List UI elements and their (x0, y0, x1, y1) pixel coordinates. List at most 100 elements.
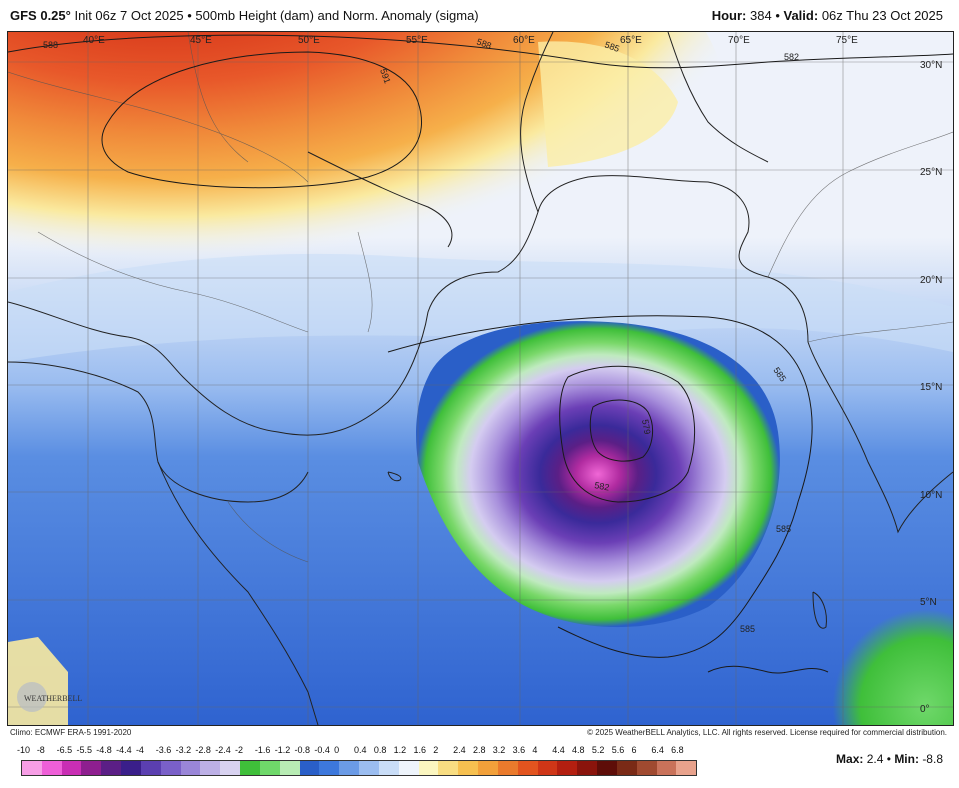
maxmin-separator: • (886, 752, 891, 766)
legend-swatch (438, 761, 459, 775)
contour-label: 582 (594, 480, 611, 492)
longitude-label: 50°E (298, 35, 320, 46)
legend-swatch (22, 761, 42, 775)
hour-value: 384 (749, 8, 772, 23)
legend-swatch (537, 761, 558, 775)
legend-tick-label: 1.6 (413, 745, 426, 755)
legend-swatch (478, 761, 498, 775)
legend-swatch (398, 761, 419, 775)
legend-swatch (557, 761, 578, 775)
legend-tick-label: 4 (532, 745, 538, 755)
colorbar-legend: -10 -8 -6.5 -5.5 -4.8 -4.4 -4 -3.6 -3.2 -2.8 -2.4-… (10, 745, 697, 785)
legend-tick-label: 1.2 (393, 745, 407, 755)
title-separator: • (187, 8, 192, 23)
min-value: -8.8 (922, 752, 943, 766)
longitude-label: 60°E (513, 35, 535, 46)
weak-positive-lobe (538, 41, 678, 167)
longitude-label: 75°E (836, 35, 858, 46)
legend-swatch (61, 761, 82, 775)
legend-tick-label: -0.8 (294, 745, 311, 755)
legend-swatch (517, 761, 538, 775)
max-value: 2.4 (866, 752, 884, 766)
logo-text: WEATHERBELL (24, 694, 82, 703)
chart-title: GFS 0.25° Init 06z 7 Oct 2025 • 500mb He… (10, 8, 479, 23)
legend-tick-label: -3.2 (175, 745, 192, 755)
header: GFS 0.25° Init 06z 7 Oct 2025 • 500mb He… (0, 0, 959, 30)
legend-tick-label: 3.2 (492, 745, 506, 755)
legend-tick-label: 6 (631, 745, 637, 755)
copyright-note: © 2025 WeatherBELL Analytics, LLC. All r… (587, 728, 947, 737)
contour-label: 591 (378, 67, 393, 85)
valid-time-block: Hour: 384 • Valid: 06z Thu 23 Oct 2025 (712, 8, 943, 23)
latitude-label: 25°N (920, 167, 942, 178)
legend-tick-label: 5.6 (611, 745, 625, 755)
legend-swatch (616, 761, 637, 775)
legend-tick-label: -1.6 (254, 745, 271, 755)
valid-label: Valid: (783, 8, 819, 23)
legend-tick-label: -2 (235, 745, 244, 755)
legend-swatch (101, 761, 122, 775)
legend-ticks: -10 -8 -6.5 -5.5 -4.8 -4.4 -4 -3.6 -3.2 -2.8 -2.4-… (10, 745, 690, 759)
hour-label: Hour: (711, 8, 747, 23)
valid-separator: • (775, 8, 780, 23)
legend-swatch (458, 761, 479, 775)
latitude-label: 0° (920, 704, 930, 715)
legend-swatch (636, 761, 657, 775)
legend-swatch (240, 761, 260, 775)
contour-label: 588 (43, 40, 58, 50)
legend-tick-label: -2.4 (215, 745, 231, 755)
legend-tick-label: 0.8 (373, 745, 387, 755)
latitude-label: 10°N (920, 490, 942, 501)
latitude-label: 5°N (920, 597, 937, 608)
longitude-label: 45°E (190, 35, 212, 46)
contour-label: 585 (740, 624, 755, 634)
legend-tick-label: -4.4 (116, 745, 132, 755)
legend-tick-label: -8 (36, 745, 45, 755)
legend-tick-label: -0.4 (314, 745, 330, 755)
longitude-label: 55°E (406, 35, 428, 46)
legend-tick-label: -5.5 (76, 745, 92, 755)
legend-swatch (81, 761, 102, 775)
valid-value: 06z Thu 23 Oct 2025 (821, 8, 943, 23)
height-contours (8, 34, 953, 674)
coastlines (8, 32, 953, 725)
legend-tick-label: 2.8 (472, 745, 486, 755)
init-time: Init 06z 7 Oct 2025 (74, 8, 184, 23)
legend-swatch (200, 761, 221, 775)
legend-tick-label: 5.2 (591, 745, 605, 755)
legend-color-bar (21, 760, 697, 776)
latitude-label: 20°N (920, 275, 942, 286)
longitude-label: 70°E (728, 35, 750, 46)
contour-label: 579 (640, 419, 652, 436)
map-panel: 40°E 45°E 50°E 55°E 60°E 65°E 70°E 75°E 30°N 25°N… (7, 31, 954, 726)
legend-swatch (378, 761, 399, 775)
legend-tick-label: 4.4 (552, 745, 565, 755)
legend-tick-label: 0 (334, 745, 340, 755)
legend-swatch (121, 761, 141, 775)
legend-swatch (339, 761, 360, 775)
southeast-anomaly-patch (768, 532, 953, 725)
legend-tick-label: -2.8 (195, 745, 211, 755)
legend-swatch (160, 761, 181, 775)
contour-label: 588 (475, 36, 493, 51)
legend-swatch (220, 761, 241, 775)
legend-swatch (676, 761, 697, 775)
legend-swatch (279, 761, 300, 775)
min-label: Min: (894, 752, 919, 766)
weatherbell-logo: WEATHERBELL (15, 680, 91, 714)
max-min-readout: Max: 2.4 • Min: -8.8 (836, 752, 943, 766)
legend-tick-label: 0.4 (354, 745, 367, 755)
contour-label: 582 (784, 52, 799, 62)
legend-swatch (497, 761, 518, 775)
latitude-label: 30°N (920, 60, 942, 71)
legend-tick-label: -1.2 (274, 745, 291, 755)
legend-tick-label: -4 (135, 745, 144, 755)
legend-swatch (319, 761, 340, 775)
legend-swatch (180, 761, 201, 775)
logo-globe-icon (17, 682, 47, 712)
max-label: Max: (836, 752, 864, 766)
graticule (8, 32, 953, 725)
legend-swatch (299, 761, 320, 775)
legend-swatch (656, 761, 677, 775)
contour-label: 585 (776, 524, 791, 534)
